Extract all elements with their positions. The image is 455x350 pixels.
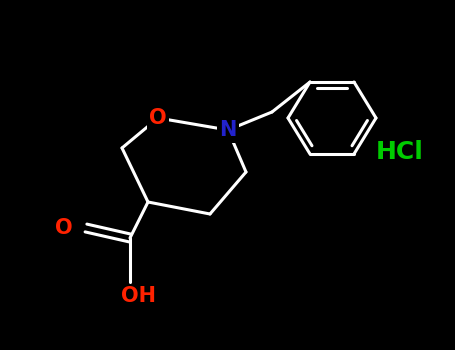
Text: N: N xyxy=(219,120,237,140)
Text: O: O xyxy=(149,108,167,128)
Text: OH: OH xyxy=(121,286,156,306)
Text: O: O xyxy=(55,218,73,238)
Text: HCl: HCl xyxy=(376,140,424,164)
